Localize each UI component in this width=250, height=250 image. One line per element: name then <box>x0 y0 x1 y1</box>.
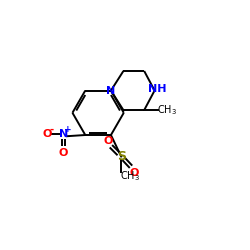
Text: CH$_3$: CH$_3$ <box>120 169 141 183</box>
Text: N: N <box>59 129 68 139</box>
Text: O: O <box>129 168 138 178</box>
Text: CH$_3$: CH$_3$ <box>157 103 177 117</box>
Text: O: O <box>43 129 52 139</box>
Text: N: N <box>106 86 116 96</box>
Text: S: S <box>117 150 126 163</box>
Text: +: + <box>64 125 72 134</box>
Text: NH: NH <box>148 84 166 94</box>
Text: -: - <box>50 124 54 134</box>
Text: O: O <box>104 136 113 146</box>
Text: O: O <box>58 148 68 158</box>
